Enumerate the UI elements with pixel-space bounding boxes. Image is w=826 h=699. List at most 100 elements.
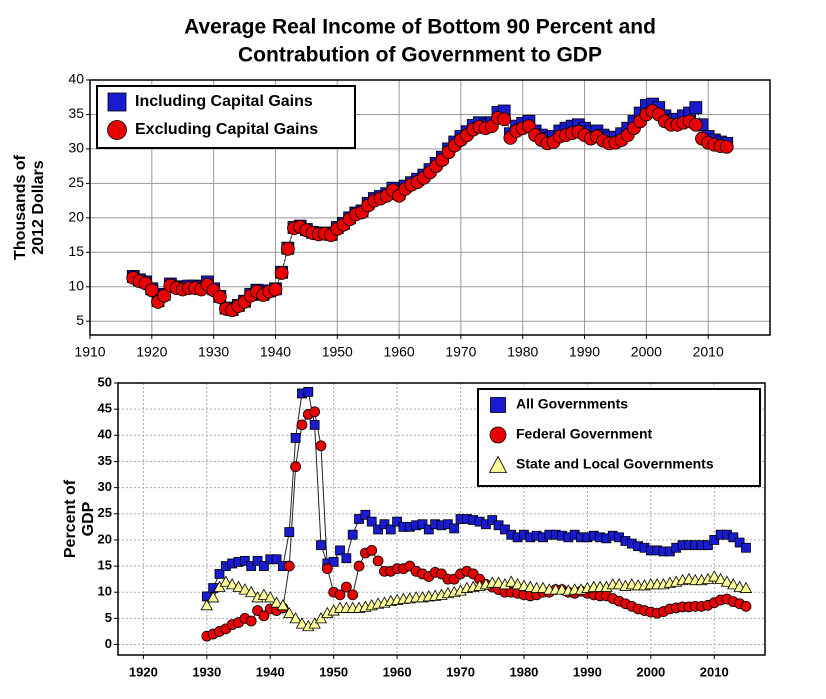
x-tick-label: 1930 (198, 344, 229, 360)
square-marker (728, 532, 739, 543)
legend-box (96, 85, 356, 149)
x-tick-label: 2010 (700, 664, 729, 679)
y-tick-label: 25 (68, 174, 84, 190)
x-tick-label: 2000 (636, 664, 665, 679)
y-tick-label: 20 (98, 531, 112, 546)
square-marker (309, 419, 320, 430)
legend-label: Excluding Capital Gains (135, 121, 318, 138)
square-marker (107, 92, 127, 112)
circle-marker (309, 406, 321, 418)
square-marker (328, 556, 339, 567)
circle-marker (321, 563, 333, 575)
triangle-marker (714, 572, 727, 585)
x-tick-label: 1910 (74, 344, 105, 360)
circle-marker (268, 282, 283, 297)
legend-label: Federal Government (516, 426, 652, 442)
x-tick-label: 1980 (509, 664, 538, 679)
square-marker (703, 540, 713, 551)
y-axis-label-line: Percent of (62, 479, 79, 558)
circle-marker (489, 426, 507, 444)
x-tick-label: 1990 (569, 344, 600, 360)
square-marker (500, 524, 510, 535)
y-tick-label: 40 (98, 427, 112, 442)
y-tick-label: 35 (98, 453, 112, 468)
y-tick-label: 35 (68, 105, 84, 121)
x-tick-label: 1960 (384, 344, 415, 360)
square-marker (689, 101, 703, 114)
triangle-marker (727, 578, 740, 590)
x-tick-label: 1940 (260, 344, 291, 360)
circle-marker (688, 117, 703, 132)
square-marker (303, 386, 314, 397)
circle-marker (283, 560, 295, 572)
circle-marker (497, 112, 512, 127)
triangle-marker (219, 575, 233, 587)
triangle-marker (232, 580, 245, 592)
square-marker (347, 529, 358, 540)
y-tick-label: 15 (98, 558, 112, 573)
circle-marker (366, 544, 378, 556)
legend-label: State and Local Governments (516, 456, 714, 472)
triangle-marker (206, 591, 220, 603)
legend-box (477, 388, 761, 487)
x-tick-label: 2000 (631, 344, 662, 360)
plot-frame (117, 382, 766, 656)
circle-marker (340, 581, 352, 593)
triangle-marker (245, 585, 258, 598)
circle-marker (719, 139, 734, 154)
title-line: Average Real Income of Bottom 90 Percent… (184, 16, 656, 39)
legend-label: Including Capital Gains (135, 93, 313, 110)
title-line: Contrabution of Government to GDP (238, 44, 602, 67)
y-tick-label: 40 (68, 71, 84, 87)
circle-marker (290, 461, 302, 473)
square-marker (316, 540, 326, 551)
x-tick-label: 1920 (136, 344, 167, 360)
plot-frame (89, 79, 771, 336)
circle-marker (740, 600, 752, 612)
x-tick-label: 1970 (445, 344, 476, 360)
triangle-marker (270, 596, 283, 608)
triangle-marker (295, 617, 309, 629)
triangle-marker (505, 575, 518, 587)
square-marker (258, 561, 269, 571)
y-tick-label: 30 (68, 140, 84, 156)
square-marker (341, 553, 352, 564)
y-tick-label: 30 (98, 479, 112, 494)
square-marker (490, 397, 506, 413)
circle-marker (372, 555, 384, 567)
y-axis-label: Percent ofGDP (62, 479, 97, 558)
x-tick-label: 1970 (446, 664, 475, 679)
square-marker (423, 524, 434, 535)
square-marker (741, 542, 751, 553)
circle-marker (274, 266, 289, 280)
x-tick-label: 1960 (383, 664, 412, 679)
square-marker (709, 535, 720, 545)
square-marker (449, 523, 460, 534)
square-marker (385, 524, 396, 535)
square-marker (246, 561, 257, 571)
triangle-marker (708, 570, 721, 582)
triangle-marker (739, 581, 753, 593)
triangle-marker (225, 578, 239, 590)
y-tick-label: 5 (76, 312, 84, 328)
triangle-marker (720, 575, 734, 587)
square-marker (271, 554, 282, 565)
square-marker (366, 516, 377, 527)
y-tick-label: 15 (68, 243, 84, 259)
triangle-marker (257, 588, 271, 600)
square-marker (290, 433, 301, 443)
square-marker (239, 555, 250, 566)
square-marker (487, 515, 498, 525)
y-axis-label-line: Thousands of (12, 154, 29, 260)
circle-marker (212, 290, 227, 304)
y-tick-label: 25 (98, 505, 112, 520)
triangle-marker (200, 598, 213, 611)
x-tick-label: 1930 (192, 664, 221, 679)
square-marker (252, 555, 263, 566)
y-tick-label: 45 (98, 401, 112, 416)
y-tick-label: 50 (98, 374, 112, 389)
square-marker (392, 516, 402, 527)
circle-marker (245, 615, 257, 627)
